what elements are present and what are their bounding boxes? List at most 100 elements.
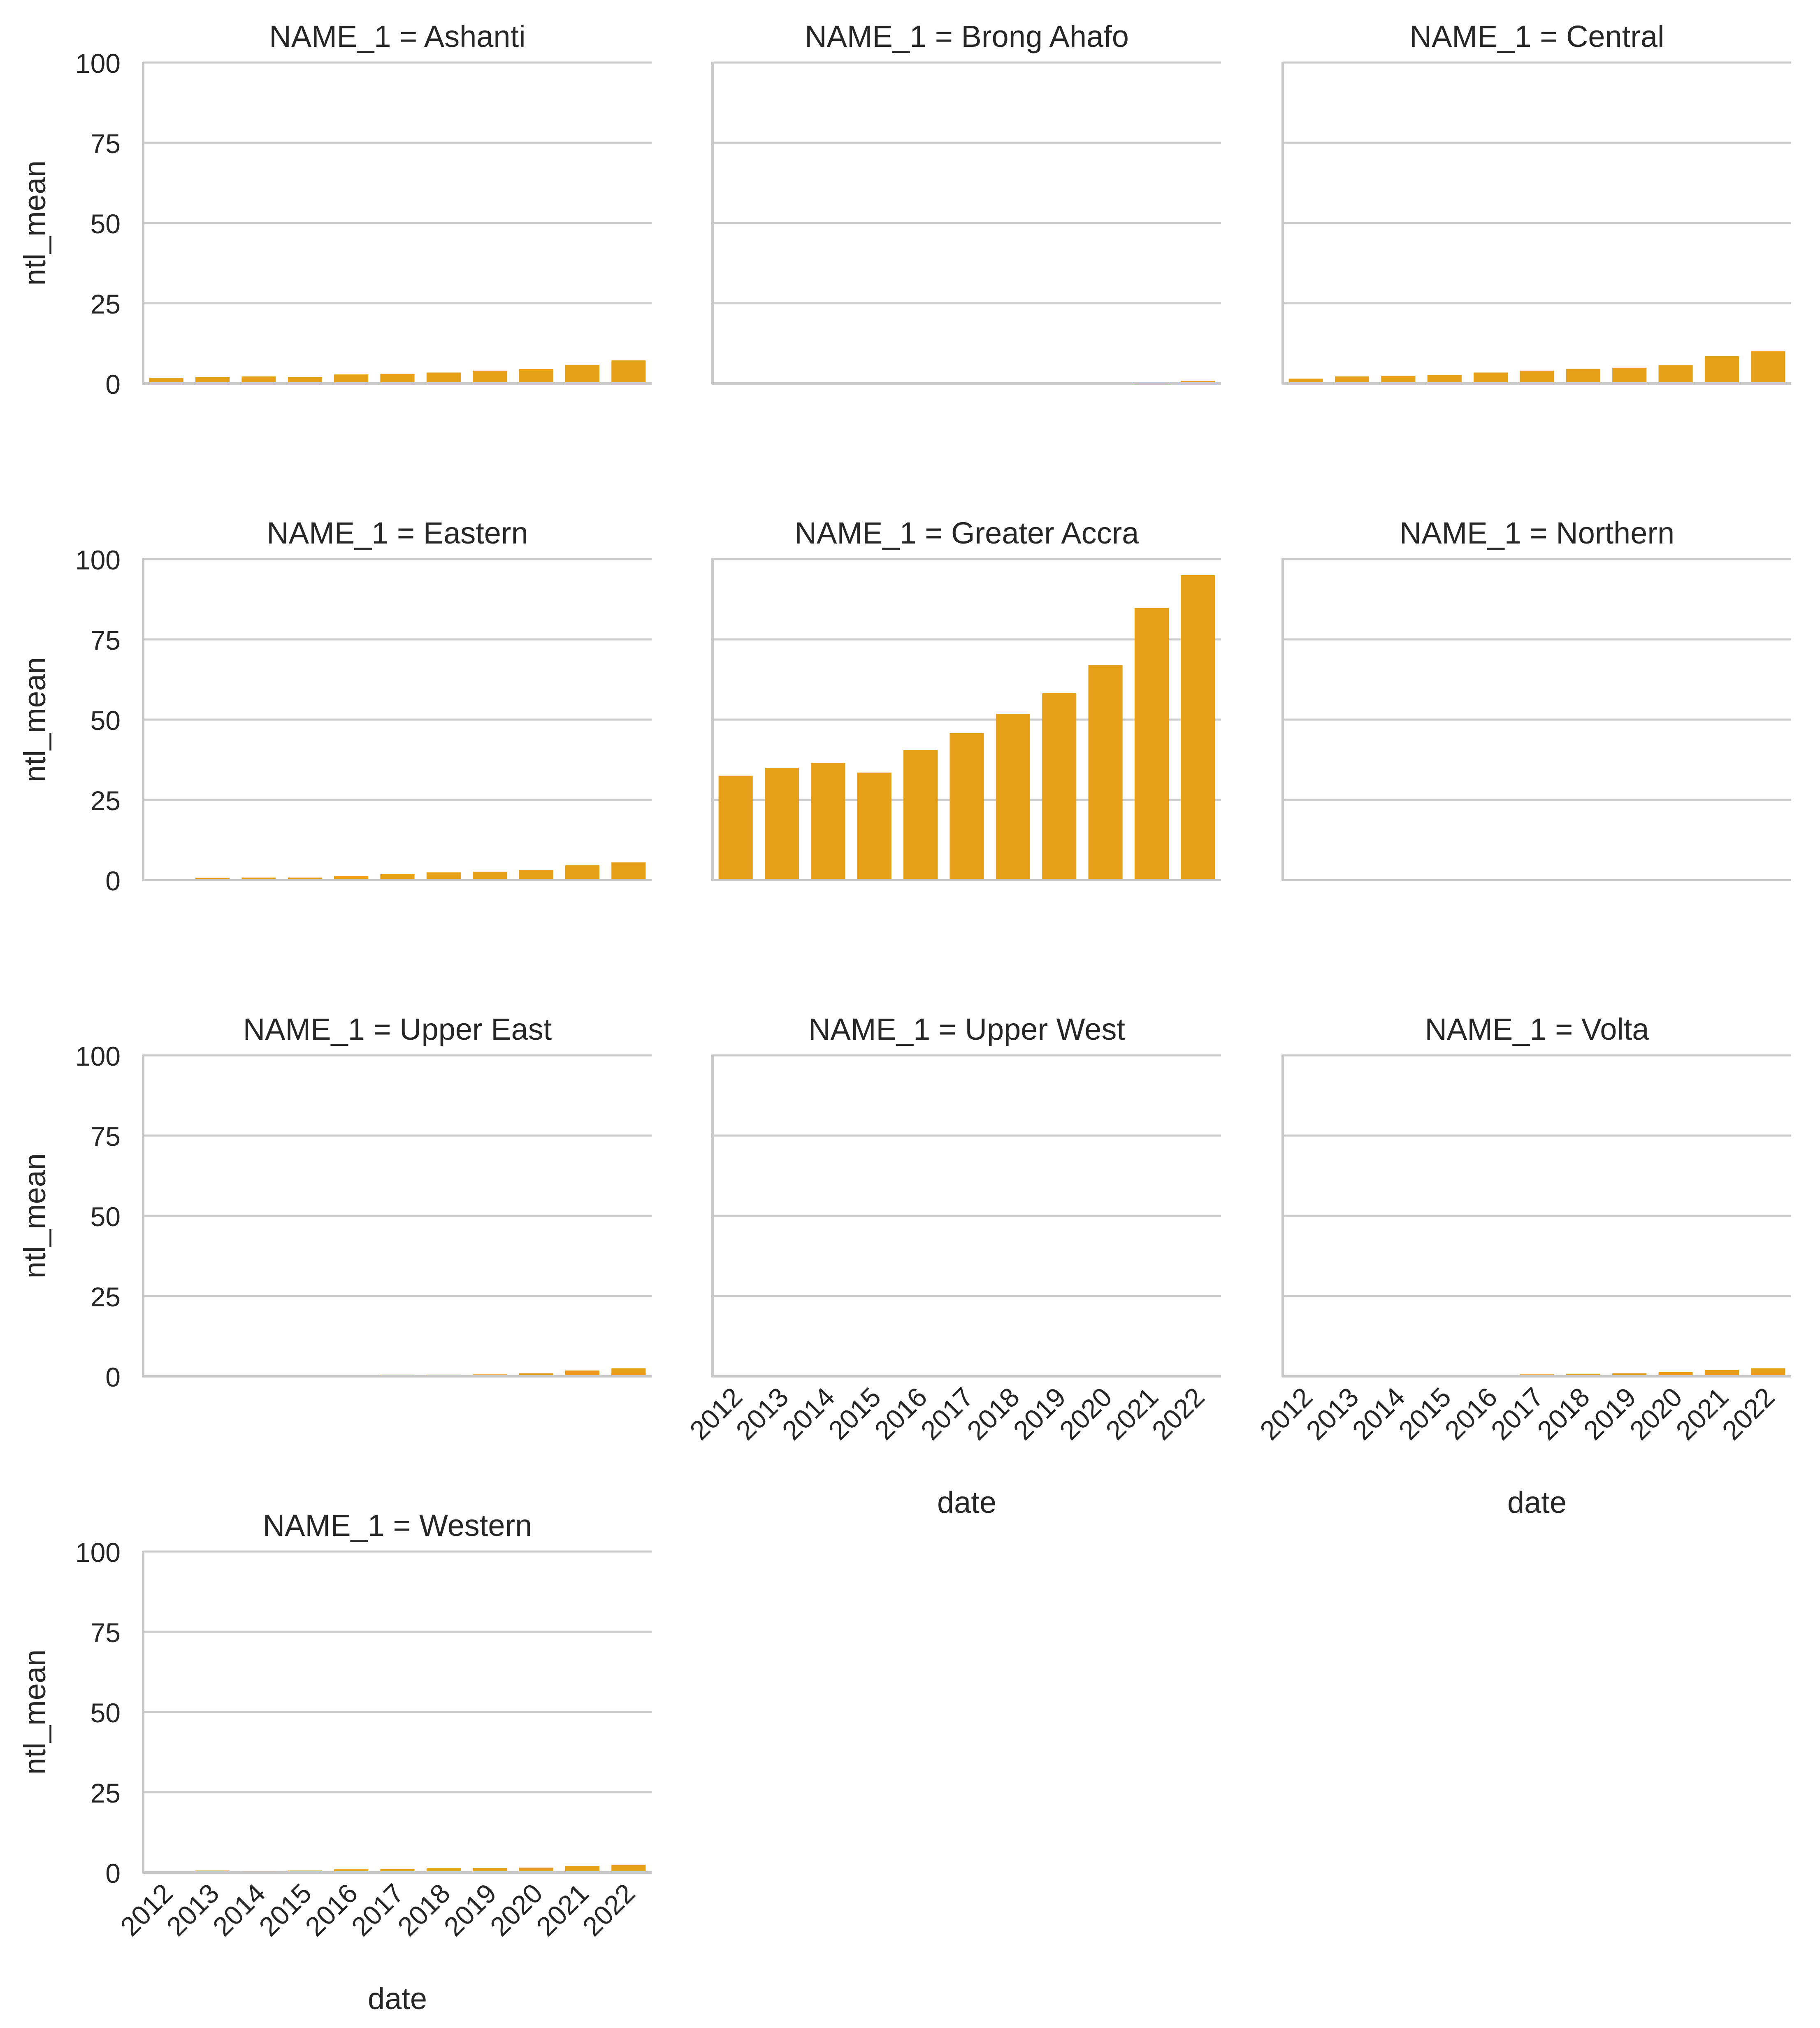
bar	[1751, 1368, 1785, 1376]
bar	[718, 776, 753, 880]
y-tick-label: 0	[105, 1858, 121, 1889]
facet-title: NAME_1 = Eastern	[267, 516, 528, 550]
x-tick-label: 2012	[684, 1382, 748, 1446]
facet-title: NAME_1 = Central	[1410, 19, 1664, 53]
y-tick-label: 50	[91, 705, 121, 736]
x-axis-label: date	[937, 1485, 996, 1519]
bar	[1134, 608, 1169, 880]
bar	[426, 1868, 461, 1872]
bar	[473, 871, 507, 880]
bar	[1181, 381, 1215, 383]
x-tick-label: 2014	[207, 1878, 271, 1942]
x-tick-label: 2019	[1577, 1382, 1641, 1446]
bar	[1335, 376, 1370, 383]
bar	[519, 369, 553, 383]
x-tick-label: 2018	[392, 1878, 456, 1942]
y-tick-label: 50	[91, 209, 121, 239]
y-tick-label: 100	[75, 48, 121, 79]
x-tick-label: 2017	[1485, 1382, 1549, 1446]
bar	[1088, 665, 1123, 880]
bar	[519, 1373, 553, 1376]
bar	[426, 372, 461, 383]
x-tick-label: 2019	[1007, 1382, 1071, 1446]
x-tick-label: 2021	[530, 1878, 594, 1942]
x-tick-label: 2020	[1054, 1382, 1118, 1446]
facet-title: NAME_1 = Brong Ahafo	[805, 19, 1129, 53]
x-tick-label: 2015	[822, 1382, 887, 1446]
bar	[565, 365, 600, 383]
bar	[334, 876, 369, 880]
facet-title: NAME_1 = Greater Accra	[795, 516, 1140, 550]
bar	[380, 874, 415, 880]
x-tick-label: 2013	[1300, 1382, 1364, 1446]
x-tick-label: 2022	[1716, 1382, 1781, 1446]
bar	[857, 772, 891, 880]
bar	[288, 877, 322, 880]
y-tick-label: 50	[91, 1201, 121, 1232]
facet-title: NAME_1 = Ashanti	[269, 19, 525, 53]
bar	[1751, 351, 1785, 383]
y-axis-label: ntl_mean	[18, 160, 52, 286]
y-tick-label: 75	[91, 1617, 121, 1648]
x-tick-label: 2022	[1146, 1382, 1210, 1446]
bar	[519, 1868, 553, 1872]
bar	[334, 374, 369, 383]
bar	[1288, 379, 1323, 383]
bar	[519, 870, 553, 880]
y-tick-label: 100	[75, 1537, 121, 1568]
x-tick-label: 2016	[1439, 1382, 1503, 1446]
y-tick-label: 75	[91, 625, 121, 655]
bar	[1381, 376, 1416, 383]
x-tick-label: 2015	[253, 1878, 317, 1942]
x-tick-label: 2021	[1100, 1382, 1164, 1446]
y-tick-label: 25	[91, 289, 121, 319]
x-tick-label: 2017	[915, 1382, 979, 1446]
x-tick-label: 2014	[1346, 1382, 1411, 1446]
y-tick-label: 75	[91, 128, 121, 159]
y-axis-label: ntl_mean	[18, 1153, 52, 1278]
bar	[1704, 356, 1739, 383]
bar	[565, 1370, 600, 1376]
bar	[149, 377, 183, 383]
bar	[811, 763, 845, 880]
x-tick-label: 2022	[577, 1878, 641, 1942]
bar	[1658, 365, 1693, 383]
x-tick-label: 2018	[961, 1382, 1025, 1446]
bar	[1181, 575, 1215, 880]
x-tick-label: 2016	[868, 1382, 933, 1446]
facet-title: NAME_1 = Upper East	[243, 1012, 552, 1046]
x-axis-label: date	[368, 1982, 427, 2016]
bar	[1704, 1370, 1739, 1376]
y-tick-label: 50	[91, 1698, 121, 1728]
bar	[380, 374, 415, 383]
y-axis-label: ntl_mean	[18, 657, 52, 782]
x-tick-label: 2020	[484, 1878, 548, 1942]
bar	[611, 862, 646, 880]
bar	[241, 376, 276, 383]
x-tick-label: 2020	[1624, 1382, 1688, 1446]
y-axis-label: ntl_mean	[18, 1649, 52, 1775]
bar	[426, 872, 461, 880]
facet-title: NAME_1 = Upper West	[808, 1012, 1125, 1046]
x-tick-label: 2014	[776, 1382, 840, 1446]
bar	[611, 1368, 646, 1376]
bar	[996, 713, 1030, 880]
x-tick-label: 2018	[1531, 1382, 1595, 1446]
bar	[1520, 370, 1554, 383]
bar	[1612, 367, 1647, 383]
facet-title: NAME_1 = Northern	[1400, 516, 1674, 550]
bar	[195, 377, 230, 383]
bar	[1612, 1373, 1647, 1376]
bar	[611, 360, 646, 383]
bar	[565, 865, 600, 880]
x-tick-label: 2015	[1393, 1382, 1457, 1446]
y-tick-label: 25	[91, 1282, 121, 1312]
bar	[903, 750, 938, 880]
x-tick-label: 2012	[114, 1878, 179, 1942]
y-tick-label: 0	[105, 1362, 121, 1392]
bar	[949, 733, 984, 880]
bar	[565, 1866, 600, 1872]
facet-title: NAME_1 = Western	[263, 1508, 532, 1542]
bar	[1042, 693, 1077, 880]
